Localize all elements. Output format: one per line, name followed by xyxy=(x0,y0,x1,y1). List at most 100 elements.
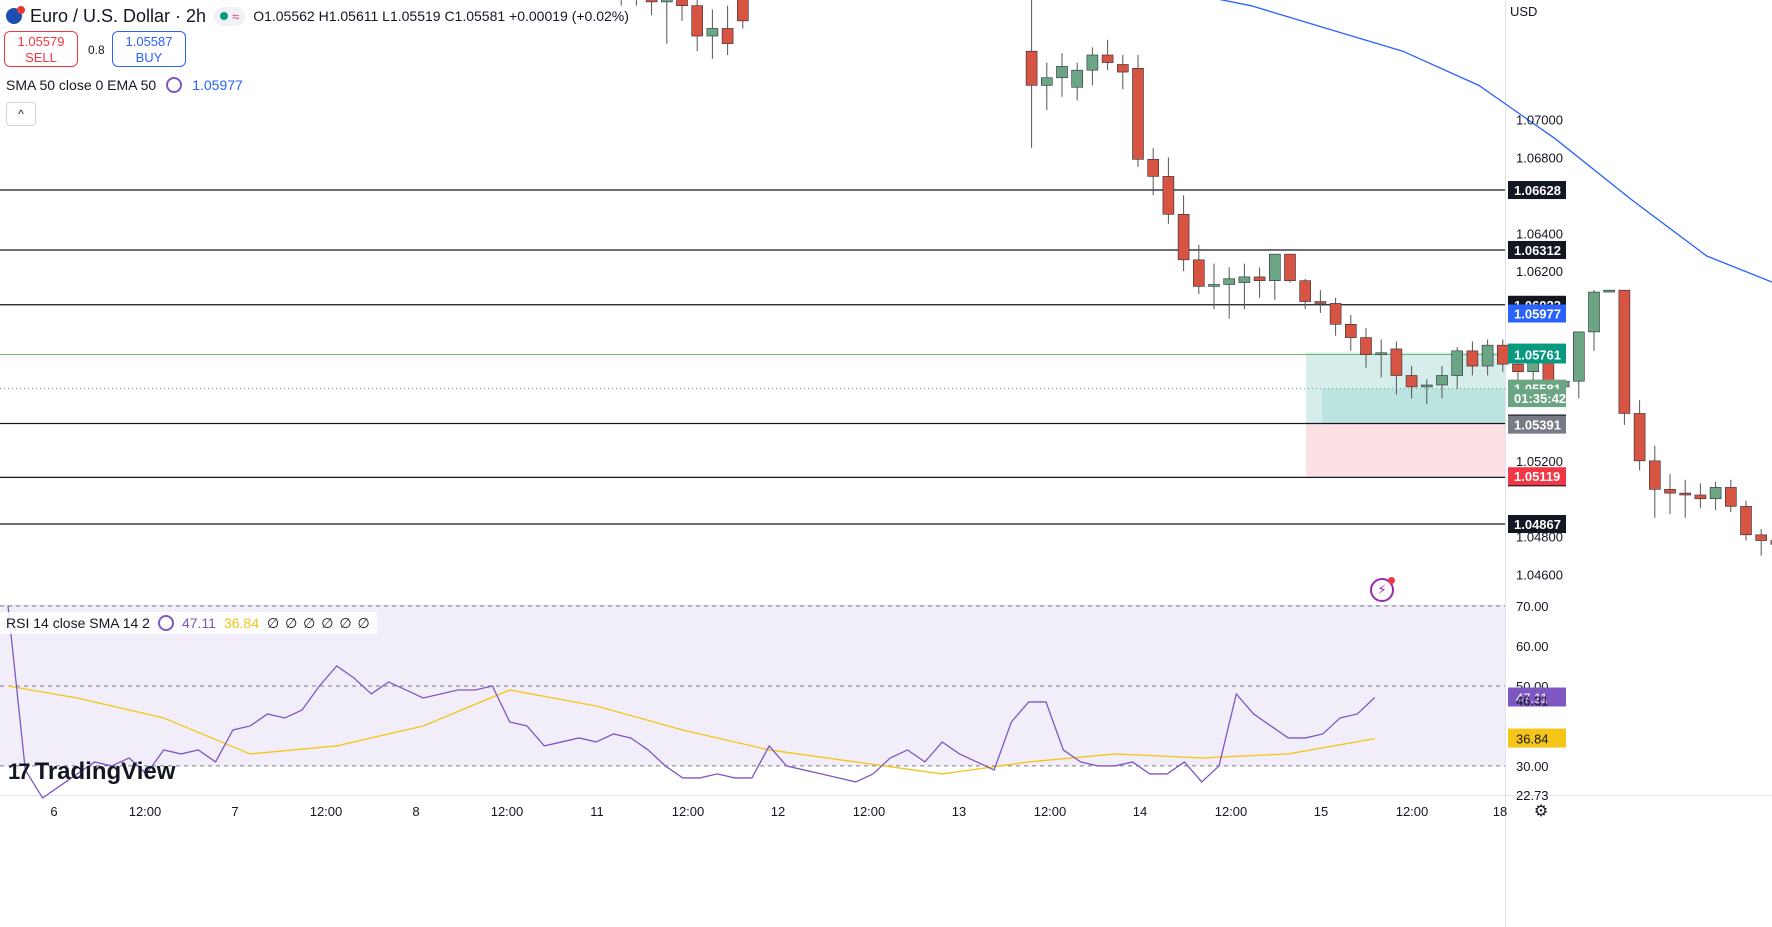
symbol-title[interactable]: Euro / U.S. Dollar · 2h xyxy=(30,5,207,26)
alert-icon[interactable]: ⚡ xyxy=(1370,577,1395,602)
level-badge-label: 1.04867 xyxy=(1514,517,1561,532)
price-badge-label: 1.05761 xyxy=(1514,347,1561,362)
candle-body-down xyxy=(1755,534,1767,541)
rsi-tick-label: 70.00 xyxy=(1516,599,1549,614)
candle xyxy=(706,9,719,59)
candle-body-down xyxy=(1253,276,1266,281)
candle-body-down xyxy=(1497,344,1509,365)
candle xyxy=(635,0,637,6)
price-badge xyxy=(1508,345,1566,364)
rsi-sma-value: 36.84 xyxy=(223,615,260,631)
filled-target-zone xyxy=(1322,388,1505,424)
candle-body-up xyxy=(1436,375,1448,386)
level-badge xyxy=(1508,240,1566,259)
rsi-legend[interactable]: RSI 14 close SMA 14 2 47.11 36.84 ∅ ∅ ∅ … xyxy=(0,612,377,634)
candle-body-down xyxy=(645,0,658,3)
market-status[interactable]: ≈ xyxy=(214,6,246,26)
level-badge xyxy=(1508,515,1566,534)
candle-body-up xyxy=(1451,350,1463,376)
rsi-value-badge xyxy=(1508,687,1566,707)
candle xyxy=(1603,289,1615,293)
gear-icon[interactable]: ⚙ xyxy=(1533,803,1549,820)
candle-body-down xyxy=(1649,460,1661,490)
time-tick-label: 12:00 xyxy=(491,804,524,819)
ohlc-readout: O1.05562 H1.05611 L1.05519 C1.05581 +0.0… xyxy=(253,8,629,24)
level-badge-label: 1.06312 xyxy=(1514,243,1561,258)
candle-body-down xyxy=(1633,413,1646,462)
candle xyxy=(691,0,704,52)
candle xyxy=(1101,39,1114,71)
rsi-extra-values: ∅ ∅ ∅ ∅ ∅ ∅ xyxy=(267,614,371,631)
indicator-legend[interactable]: SMA 50 close 0 EMA 50 1.05977 xyxy=(6,77,243,93)
eur-usd-flag-icon xyxy=(6,6,25,24)
candle-body-up xyxy=(1709,487,1722,500)
candle-body-up xyxy=(1269,253,1281,281)
price-badge-label: 1.05977 xyxy=(1514,307,1561,322)
candle-body-down xyxy=(1101,54,1114,63)
level-badge-label: 1.06628 xyxy=(1514,183,1561,198)
price-badge-label: 1.05391 xyxy=(1514,418,1561,433)
candle xyxy=(1284,253,1296,283)
candle xyxy=(1664,474,1676,514)
rsi-name: RSI 14 close SMA 14 2 xyxy=(6,615,150,631)
candle xyxy=(1740,500,1752,541)
time-tick-label: 6 xyxy=(50,804,57,819)
price-badges: 1.066281.063121.060231.053971.051131.048… xyxy=(1508,181,1566,534)
candle xyxy=(1405,366,1418,399)
market-open-icon xyxy=(220,12,229,20)
level-badge xyxy=(1508,181,1566,200)
candle-body-down xyxy=(1770,540,1772,545)
candle-body-down xyxy=(1466,350,1479,367)
ema-50-line xyxy=(1218,0,1772,283)
candle xyxy=(1709,481,1722,511)
candle xyxy=(1618,289,1631,425)
candle xyxy=(1755,529,1767,556)
candle xyxy=(721,5,734,55)
time-tick-label: 15 xyxy=(1314,804,1328,819)
axis-labels: 1.07000 1.06800 1.06400 1.06200 1.05200 1.048… xyxy=(50,112,1566,819)
candle-body-down xyxy=(1405,375,1418,388)
candle xyxy=(1436,366,1448,399)
candle-body-down xyxy=(1679,492,1691,496)
rsi-swap-icon[interactable] xyxy=(157,615,174,631)
sell-button[interactable]: 1.05579 SELL xyxy=(4,31,78,67)
price-tick-label: 1.06400 xyxy=(1516,226,1563,241)
candle xyxy=(1345,314,1357,351)
candle-body-up xyxy=(1208,284,1220,287)
candle xyxy=(1770,540,1772,545)
position-zones xyxy=(0,352,1505,478)
tradingview-logo-text: TradingView xyxy=(34,758,176,785)
collapse-legend-button[interactable]: ^ xyxy=(6,102,36,126)
candle-body-down xyxy=(691,5,704,37)
candle-body-up xyxy=(1086,54,1099,71)
candle xyxy=(645,0,658,16)
buy-button[interactable]: 1.05587 BUY xyxy=(112,31,186,67)
candle-body-down xyxy=(736,0,749,22)
swap-icon[interactable] xyxy=(166,77,183,93)
price-badge-label: 1.05119 xyxy=(1514,469,1560,484)
spread-value: 0.8 xyxy=(88,43,105,57)
stop-zone xyxy=(1306,423,1505,478)
candle-body-up xyxy=(1481,344,1494,367)
price-tick-label: 1.04600 xyxy=(1516,568,1563,583)
candle-body-up xyxy=(706,28,719,37)
currency-selector[interactable]: USD xyxy=(1510,4,1538,19)
candle-body-down xyxy=(1193,259,1205,287)
candle-body-up xyxy=(1603,289,1615,293)
candle-body-down xyxy=(1117,64,1129,73)
tradingview-logo[interactable]: 17 TradingView xyxy=(8,758,175,786)
indicator-name: SMA 50 close 0 EMA 50 xyxy=(6,77,157,93)
horizontal-levels xyxy=(0,189,1505,525)
time-tick-label: 12:00 xyxy=(1396,804,1429,819)
candle xyxy=(1299,278,1311,310)
candle-body-down xyxy=(1740,506,1752,536)
candle-body-down xyxy=(1664,489,1676,494)
candle xyxy=(1421,379,1433,404)
candle-body-down xyxy=(1299,280,1311,302)
rsi-tick-label: 30.00 xyxy=(1516,759,1549,774)
candle xyxy=(1588,290,1600,351)
candle xyxy=(1223,267,1235,319)
candle-body-down xyxy=(1360,337,1372,355)
rsi-line xyxy=(7,605,1376,799)
